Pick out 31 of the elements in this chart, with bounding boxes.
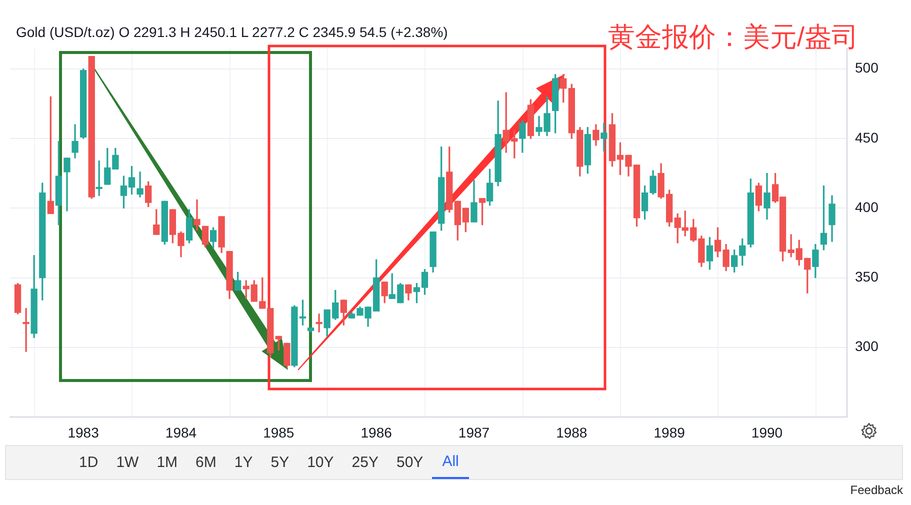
x-tick-label: 1984 (165, 424, 197, 440)
candlestick (22, 308, 30, 352)
text: 50Y (396, 453, 424, 473)
text: 25Y (350, 453, 380, 473)
y-tick-label: 350 (855, 268, 879, 285)
y-tick-label: 400 (855, 198, 879, 215)
x-tick-label: 1990 (751, 424, 783, 440)
y-tick-label: 300 (855, 338, 879, 354)
text: 1W (115, 453, 140, 473)
x-tick-label: 1986 (360, 424, 392, 440)
x-tick-label: 1988 (556, 424, 588, 440)
x-tick-label: 1989 (654, 424, 686, 440)
text: 6M (194, 453, 218, 473)
text: 10Y (306, 453, 335, 473)
text: Feedback (850, 483, 903, 497)
chart-title: Gold (USD/t.oz) O 2291.3 H 2450.1 L 2277.2 C 2345.9 54.5 (+2.38%) (16, 24, 448, 40)
candlestick (194, 199, 200, 231)
candlestick (600, 122, 608, 152)
x-tick-label: 1983 (68, 424, 100, 440)
candlestick (316, 314, 322, 332)
text: 1M (156, 453, 179, 473)
y-tick-label: 500 (855, 60, 879, 76)
text: 5Y (270, 453, 290, 473)
annotation: 黄金报价：美元/盎司 (608, 22, 859, 52)
x-tick-label: 1985 (263, 424, 294, 440)
y-tick-label: 450 (855, 129, 879, 146)
x-tick-label: 1987 (458, 424, 490, 440)
text: 1Y (233, 453, 254, 473)
text: 1D (78, 453, 100, 473)
candlestick (136, 172, 144, 198)
text: All (432, 446, 469, 479)
